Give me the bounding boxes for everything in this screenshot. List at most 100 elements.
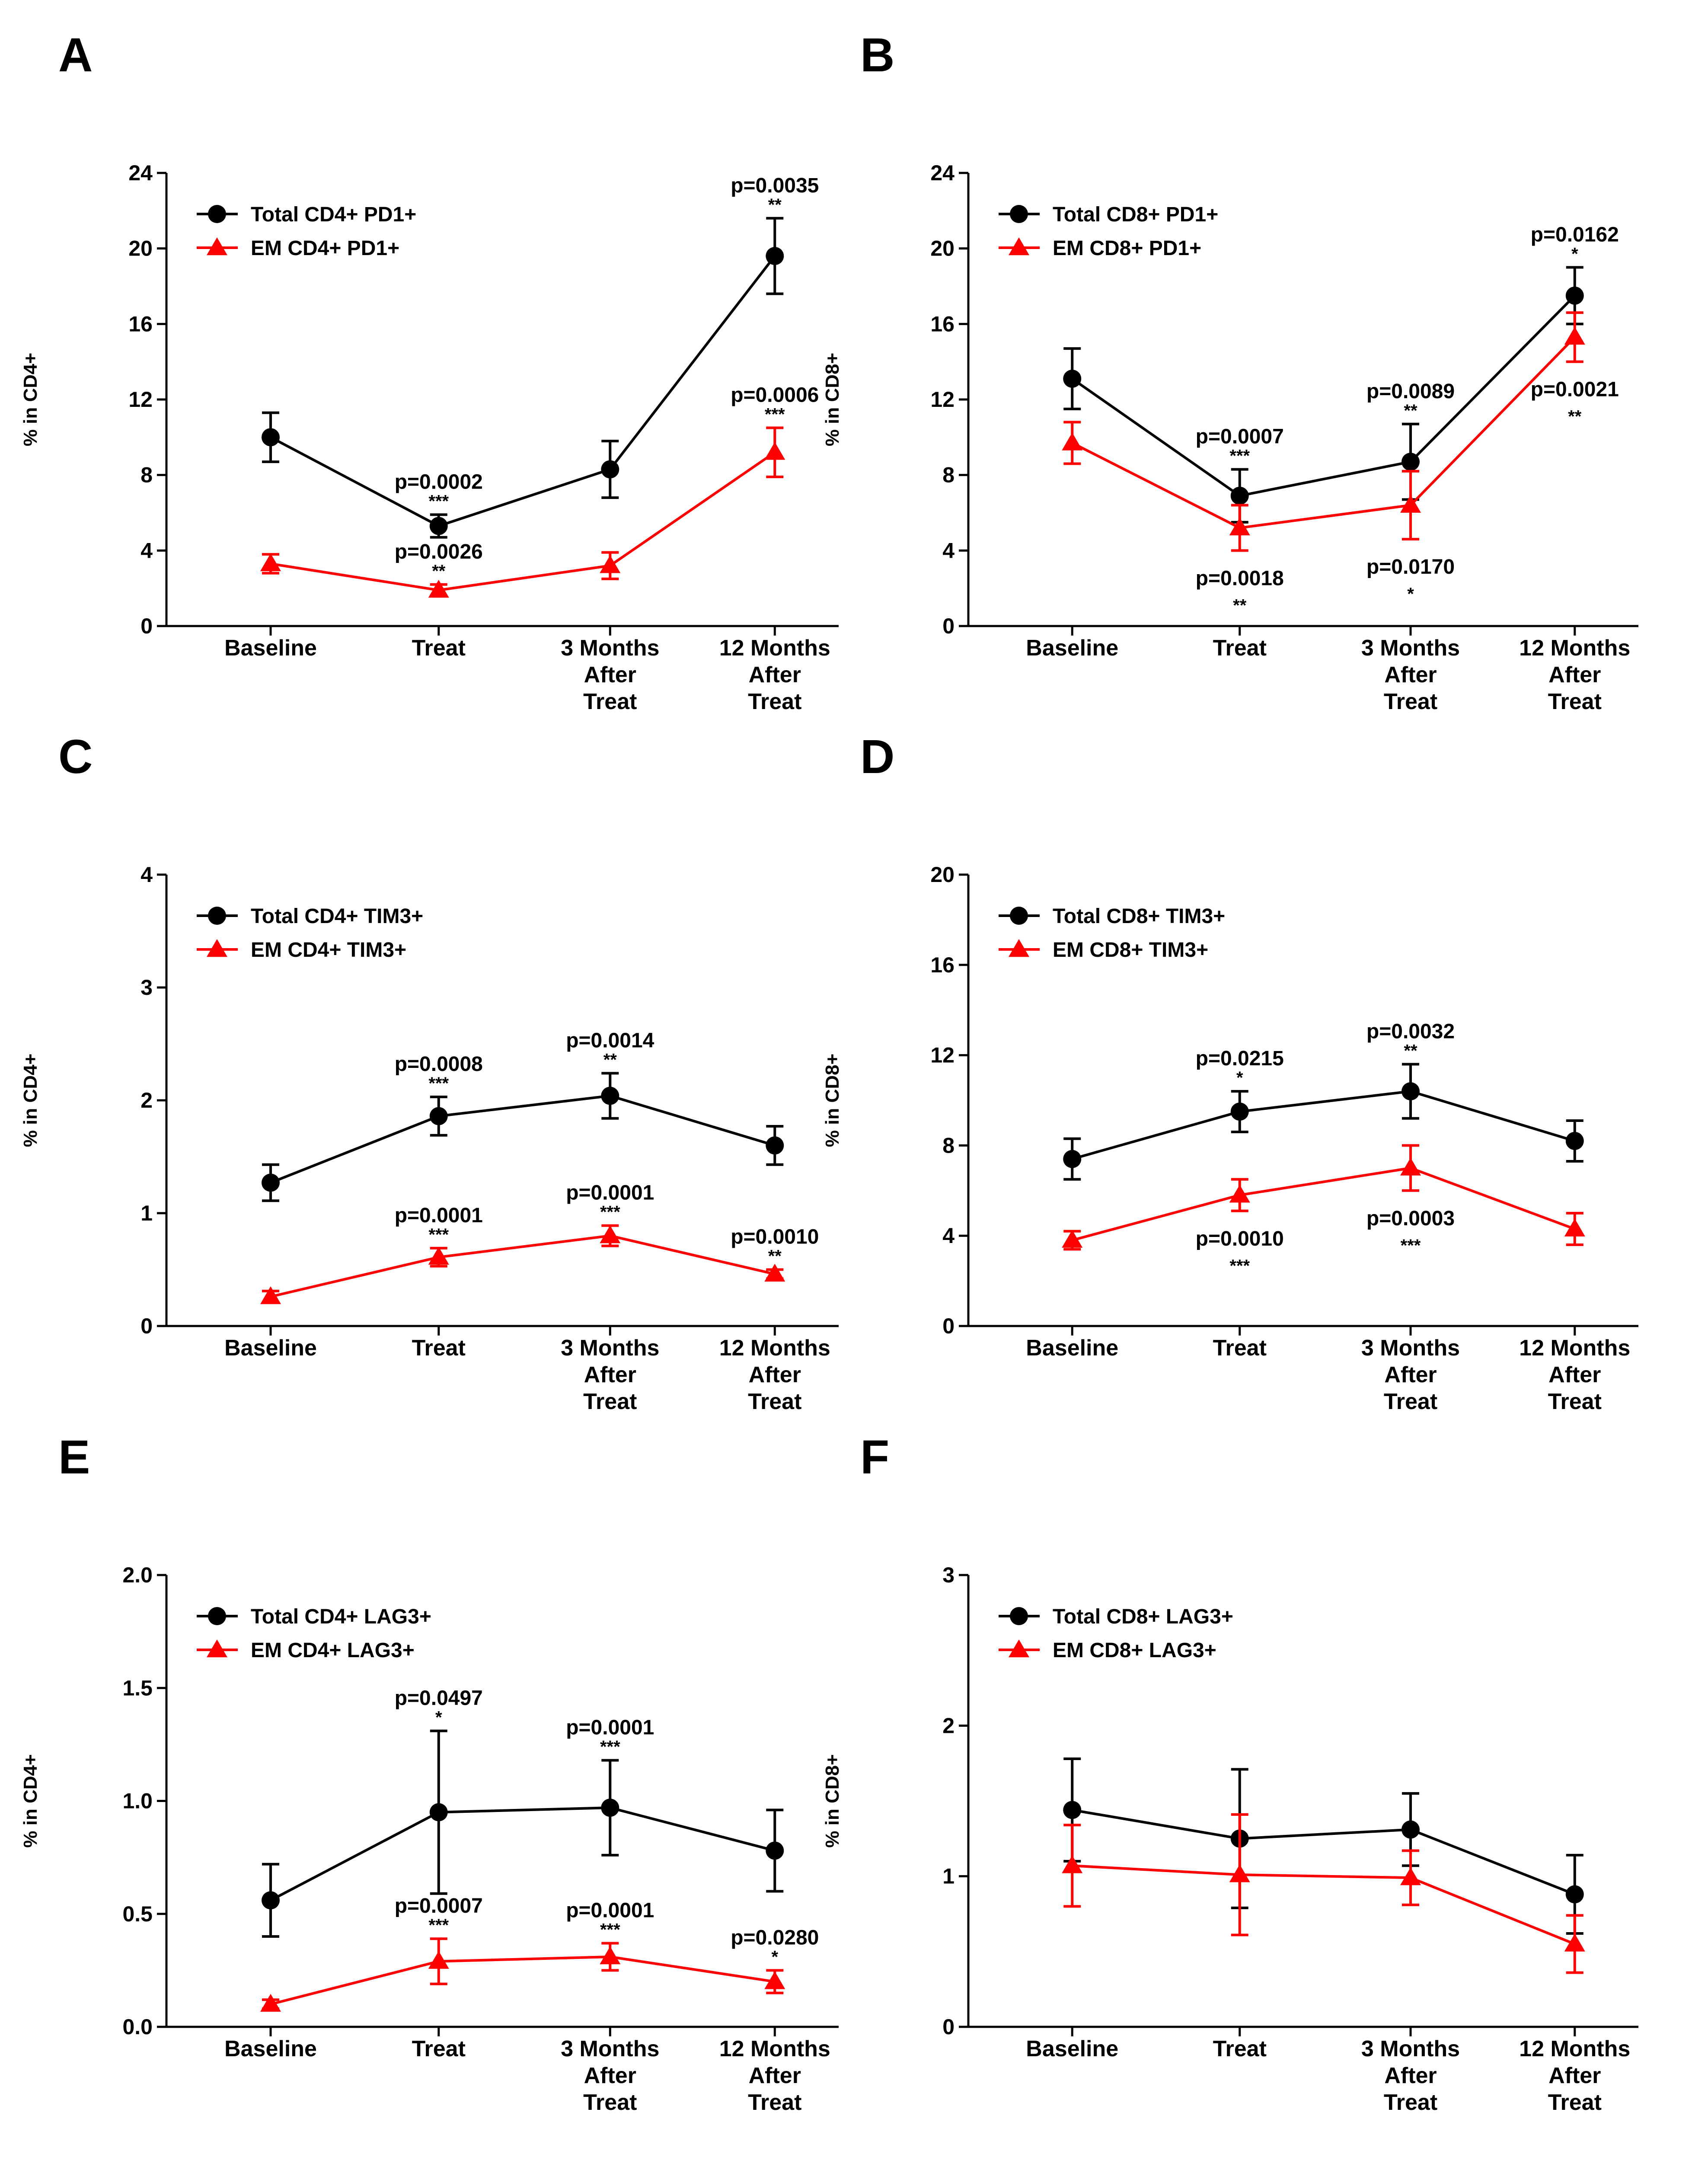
triangle-icon <box>207 1639 227 1658</box>
series-em <box>1062 311 1585 552</box>
p-value-label: p=0.0021 <box>1531 378 1619 401</box>
data-point <box>429 1803 448 1821</box>
significance-annotation: p=0.0162* <box>1531 223 1619 263</box>
p-value-label: p=0.0002 <box>395 470 483 493</box>
legend-label: EM CD8+ TIM3+ <box>1053 939 1208 962</box>
significance-annotation: p=0.0014** <box>566 1029 654 1069</box>
data-point <box>1229 517 1250 536</box>
p-value-label: p=0.0014 <box>566 1029 654 1052</box>
series-line <box>1072 1864 1575 1946</box>
p-value-label: p=0.0010 <box>731 1226 819 1249</box>
legend-label: EM CD4+ LAG3+ <box>251 1639 415 1662</box>
data-point <box>1402 1082 1420 1101</box>
legend-label: Total CD8+ LAG3+ <box>1053 1605 1233 1628</box>
x-tick-label-line: Treat <box>583 2090 637 2115</box>
y-axis-label: % in CD4+ <box>20 353 41 446</box>
significance-annotation: p=0.0170 * <box>1366 556 1455 604</box>
data-point <box>260 1994 281 2012</box>
x-tick-label-line: After <box>1384 2063 1437 2088</box>
x-tick-label-line: 12 Months <box>1519 636 1630 661</box>
significance-annotation: p=0.0007*** <box>1196 425 1284 466</box>
x-tick-label-line: Baseline <box>1026 1336 1118 1361</box>
data-point <box>764 1263 785 1282</box>
x-tick-label-line: Baseline <box>224 1336 317 1361</box>
x-tick-label-line: Treat <box>1548 2090 1602 2115</box>
y-tick-label: 3 <box>942 1563 955 1587</box>
x-tick-label-line: Treat <box>1548 689 1602 714</box>
x-tick-label: 3 Months After Treat <box>1361 2036 1460 2115</box>
x-tick-label-line: 3 Months <box>561 2036 659 2061</box>
x-tick-label-line: After <box>1548 1362 1601 1387</box>
y-tick-label: 16 <box>930 953 955 977</box>
data-point <box>262 1891 280 1910</box>
legend-entry: EM CD8+ TIM3+ <box>999 939 1208 962</box>
data-point <box>1564 1218 1585 1237</box>
data-point <box>1400 495 1421 513</box>
significance-annotation: p=0.0021 ** <box>1531 378 1619 426</box>
y-tick-label: 1.5 <box>122 1676 153 1700</box>
data-point <box>764 442 785 460</box>
significance-stars: * <box>435 1708 442 1727</box>
x-tick-label-line: 3 Months <box>561 1336 659 1361</box>
x-tick-label: Treat <box>1213 2036 1267 2061</box>
y-tick-label: 0 <box>942 1314 955 1338</box>
series-line <box>270 1806 776 1902</box>
significance-annotation: p=0.0003 *** <box>1366 1207 1455 1255</box>
p-value-label: p=0.0215 <box>1196 1047 1284 1070</box>
significance-stars: * <box>771 1947 778 1966</box>
p-value-label: p=0.0007 <box>1196 425 1284 448</box>
significance-annotation: p=0.0010** <box>731 1226 819 1266</box>
significance-annotation: p=0.0215* <box>1196 1047 1284 1087</box>
x-tick-label-line: Treat <box>583 1389 637 1414</box>
chart-panel-e: E0.00.51.01.52.0% in CD4+Baseline Treat 3 … <box>20 1431 839 2115</box>
data-point <box>428 1246 449 1265</box>
x-tick-label: 3 Months After Treat <box>1361 636 1460 714</box>
series-total <box>1063 1063 1584 1181</box>
p-value-label: p=0.0008 <box>395 1053 483 1076</box>
series-em <box>1062 1813 1585 1974</box>
data-point <box>1062 1230 1083 1248</box>
series-line <box>270 1234 775 1298</box>
x-tick-label-line: Treat <box>748 2090 801 2115</box>
data-point <box>428 580 449 598</box>
significance-annotation: p=0.0010 *** <box>1196 1227 1284 1275</box>
series-line <box>270 1956 775 2006</box>
panel-letter: E <box>58 1431 90 1484</box>
x-tick-label: Baseline <box>224 1336 317 1361</box>
y-tick-label: 0 <box>140 1314 153 1338</box>
series-line <box>1072 1090 1575 1160</box>
p-value-label: p=0.0010 <box>1196 1227 1284 1250</box>
x-tick-label-line: 12 Months <box>719 1336 830 1361</box>
y-tick-label: 2 <box>942 1713 955 1738</box>
x-tick-label-line: After <box>584 662 636 687</box>
x-tick-label: 3 Months After Treat <box>561 636 659 714</box>
y-tick-label: 2 <box>140 1088 153 1112</box>
series-total <box>1063 1757 1584 1935</box>
x-tick-label-line: 3 Months <box>1361 2036 1460 2061</box>
series-line <box>1072 1809 1575 1896</box>
x-tick-label: Baseline <box>1026 2036 1118 2061</box>
significance-stars: ** <box>1404 401 1417 420</box>
panel-letter: A <box>58 29 93 82</box>
legend-label: Total CD8+ PD1+ <box>1053 203 1218 226</box>
significance-annotation: p=0.0007*** <box>395 1895 483 1935</box>
x-tick-label: Baseline <box>224 2036 317 2061</box>
significance-stars: *** <box>428 1074 449 1093</box>
y-tick-label: 0 <box>942 614 955 638</box>
legend-entry: EM CD4+ LAG3+ <box>197 1639 415 1662</box>
x-tick-label-line: Treat <box>1213 1336 1267 1361</box>
x-tick-label: Treat <box>1213 1336 1267 1361</box>
significance-annotation: p=0.0001*** <box>566 1182 654 1222</box>
data-point <box>1230 486 1249 505</box>
data-point <box>1565 286 1584 305</box>
y-tick-label: 12 <box>930 1043 955 1067</box>
significance-stars: *** <box>765 405 785 424</box>
x-tick-label-line: Treat <box>412 1336 466 1361</box>
x-tick-label: 3 Months After Treat <box>1361 1336 1460 1414</box>
x-tick-label-line: Treat <box>1548 1389 1602 1414</box>
y-tick-label: 2.0 <box>122 1563 153 1587</box>
y-tick-label: 1 <box>140 1201 153 1225</box>
x-tick-label: 12 Months After Treat <box>1519 1336 1630 1414</box>
